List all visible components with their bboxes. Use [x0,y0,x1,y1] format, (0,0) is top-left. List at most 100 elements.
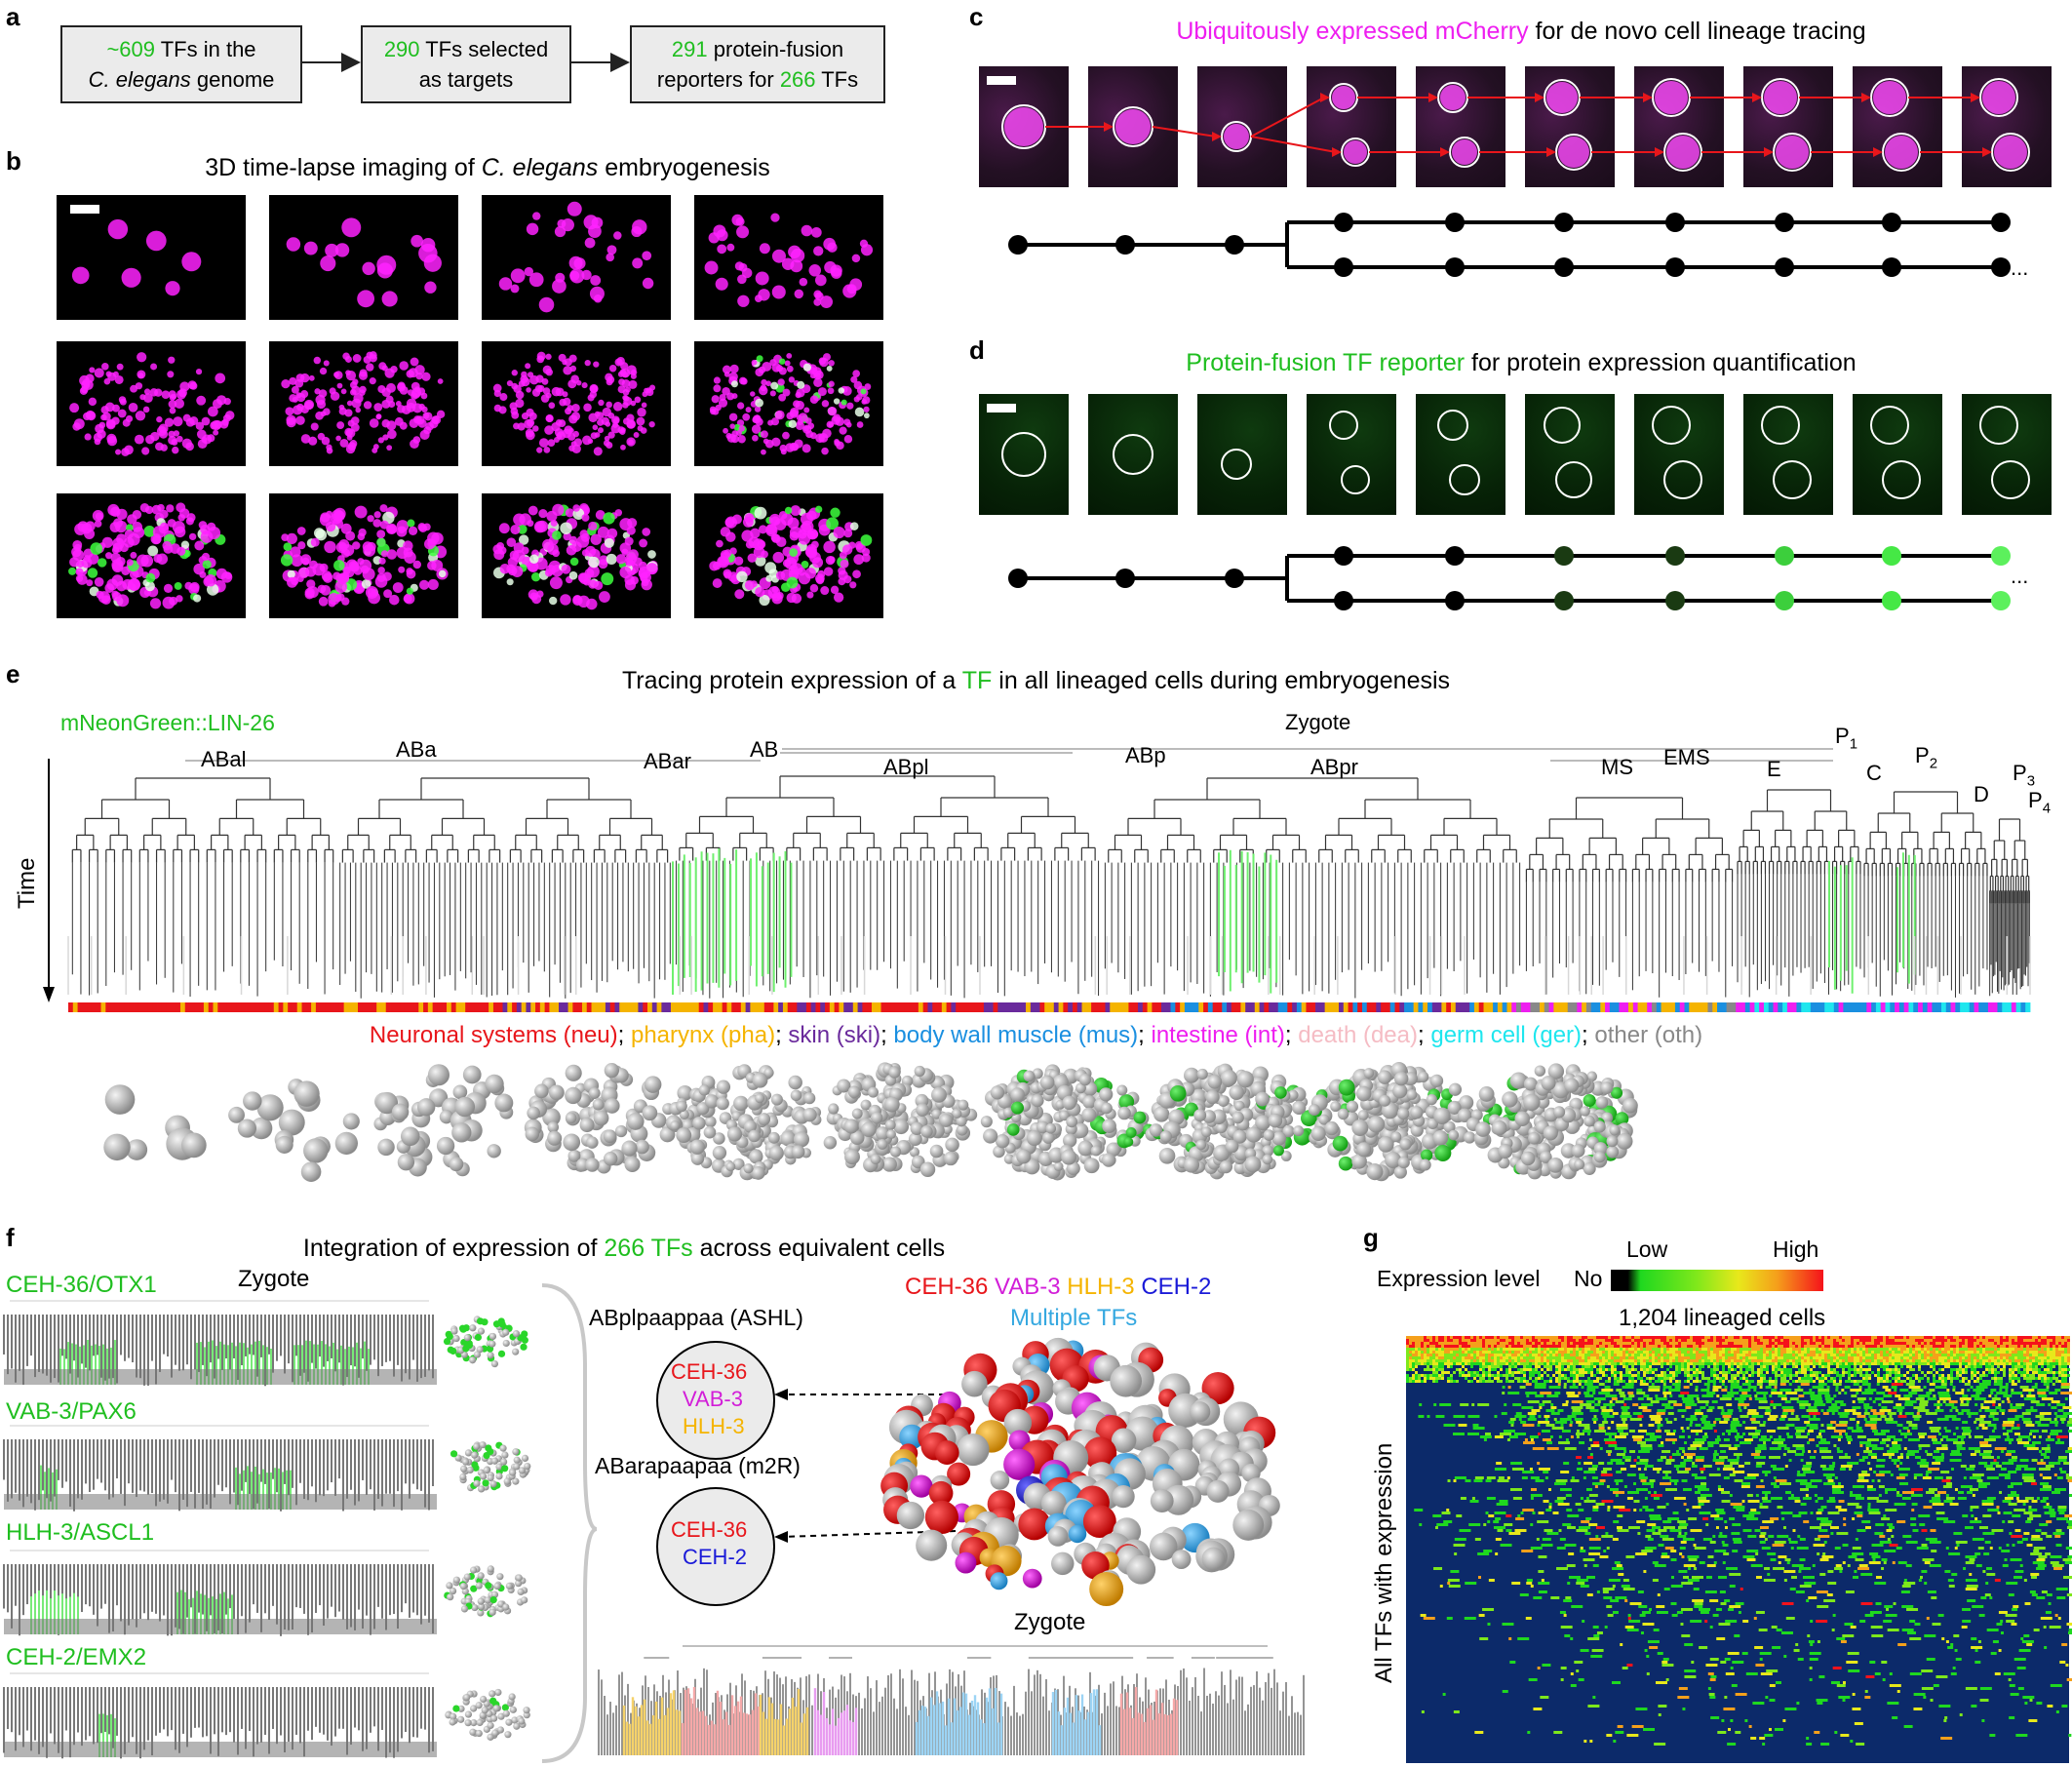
embryo-frame [57,341,246,466]
heatmap-x-label: 1,204 lineaged cells [1619,1305,1826,1331]
lineage-p4: P4 [2028,788,2052,817]
cell-m2r-label: ABarapaapaa (m2R) [595,1453,801,1478]
lineage-ms: MS [1601,755,1633,779]
lineage-p2: P2 [1915,743,1938,772]
integrated-tree [598,1645,1305,1755]
cell-ashl-label: ABplpaappaa (ASHL) [589,1305,803,1330]
tree-label-ceh2: CEH-2/EMX2 [6,1644,147,1670]
tracking-frame [979,394,1069,515]
embryo-frame [482,195,671,320]
lineage-d: D [1974,782,1989,806]
lineage-tree-d [1008,546,2011,610]
embryo-frame [269,493,458,618]
panel-d-label: d [969,335,985,365]
panel-f-title: Integration of expression of 266 TFs acr… [302,1235,946,1262]
tracking-frame [1962,394,2052,515]
embryo-frame [57,195,246,320]
full-lineage-tree [67,748,2031,999]
fate-legend-item: ; [1582,1022,1595,1048]
expression-high-label: High [1773,1237,1819,1262]
fate-legend-item: pharynx (pha) [630,1022,776,1048]
fate-legend-item: ; [880,1022,894,1048]
fate-legend-item: intestine (int) [1151,1022,1285,1048]
lineage-p3: P3 [2013,761,2036,790]
embryo-frame [269,195,458,320]
tracking-frame [1634,394,1724,515]
expression-low-label: Low [1626,1237,1668,1262]
reporter-name: mNeonGreen::LIN-26 [60,710,275,735]
scale-bar [987,404,1016,412]
expression-colorbar [1611,1270,1823,1291]
fate-legend-item: Neuronal systems (neu) [369,1022,618,1048]
cell-circles [656,1341,957,1606]
lineage-abpr: ABpr [1310,755,1358,779]
fate-legend-item: ; [1284,1022,1299,1048]
cell1-tf-ceh36: CEH-36 [671,1359,748,1384]
reporter-box: 291 protein-fusion reporters for 266 TFs [630,25,885,103]
fate-color-bar [68,1002,2031,1012]
panel-c-title: Ubiquitously expressed mCherry for de no… [1176,18,1866,45]
tf-selected-count: 290 [383,37,420,61]
lineage-ellipsis-d: ... [2011,564,2029,588]
lineage-abar: ABar [644,749,691,773]
panel-b-label: b [6,146,21,176]
lineage-ems: EMS [1663,745,1710,769]
fate-legend-item: ; [775,1022,789,1048]
panel-e-label: e [6,659,20,688]
lineage-c: C [1866,761,1882,785]
tree-label-vab3: VAB-3/PAX6 [6,1398,137,1425]
fate-legend-item: skin (ski) [788,1022,881,1048]
fate-legend-item: other (oth) [1594,1022,1703,1048]
lineage-ab: AB [750,737,779,762]
tree-label-ceh36: CEH-36/OTX1 [6,1272,157,1298]
expression-level-label: Expression level [1377,1266,1541,1291]
fate-legend-item: ; [1138,1022,1152,1048]
time-axis-label: Time [14,857,40,909]
cell1-tf-hlh3: HLH-3 [683,1414,745,1438]
embryo-frame [694,493,883,618]
tracking-frame [1307,66,1396,187]
tracking-frame [1307,394,1396,515]
lineage-tree-c [1008,213,2011,277]
panel-e-title: Tracing protein expression of a TF in al… [621,667,1451,694]
bottom-zygote-label: Zygote [1014,1609,1086,1635]
scale-bar [70,205,99,214]
tree-label-hlh3: HLH-3/ASCL1 [6,1519,155,1546]
embryo-frame [269,341,458,466]
fate-legend-item: death (dea) [1298,1022,1418,1048]
tf-selected-box: 290 TFs selected as targets [361,25,571,103]
panel-g-label: g [1363,1223,1379,1252]
heatmap-y-label: All TFs with expression [1371,1442,1397,1683]
cell2-tf-ceh36: CEH-36 [671,1517,748,1542]
embryo-frame [482,493,671,618]
tracking-frame [1525,394,1615,515]
reporter-count: 291 [671,37,708,61]
brace [541,1283,598,1763]
lineage-e: E [1767,757,1781,781]
lineage-p1: P1 [1835,724,1858,753]
cell2-tf-ceh2: CEH-2 [683,1545,748,1569]
panel-a-arrows [300,53,630,72]
tf-expression-heatmap [1406,1336,2072,1763]
cell1-tf-vab3: VAB-3 [683,1387,743,1411]
embryo-frame [694,195,883,320]
tracking-frame [1088,394,1178,515]
embryo-frame [57,493,246,618]
lineage-abpl: ABpl [883,755,929,779]
tf-genome-count: ~609 [106,37,156,61]
fate-legend-item: ; [1418,1022,1431,1048]
reporter-tf-count: 266 [779,67,816,92]
tf-color-legend: CEH-36 VAB-3 HLH-3 CEH-2 [905,1274,1212,1300]
panel-c-label: c [969,2,984,31]
fate-legend: Neuronal systems (neu); pharynx (pha); s… [0,1022,2072,1049]
embryo-frame [482,341,671,466]
cell-sphere-cloud [880,1337,1280,1607]
lineage-zygote: Zygote [1285,710,1351,734]
tf-genome-box: ~609 TFs in the C. elegans genome [60,25,302,103]
panel-a-label: a [6,2,20,31]
embryo-frame [694,341,883,466]
panel-f-label: f [6,1223,15,1252]
panel-b-title: 3D time-lapse imaging of C. elegans embr… [205,154,770,181]
expression-no-label: No [1574,1266,1603,1291]
time-axis-arrow [43,759,55,1002]
